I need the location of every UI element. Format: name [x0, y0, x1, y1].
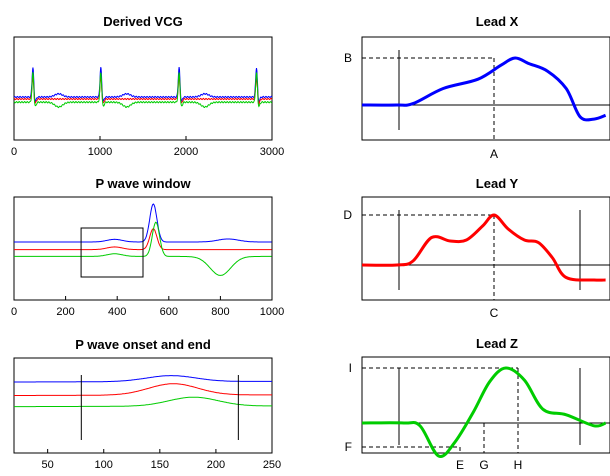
x-tick-label: 100 [95, 459, 113, 471]
leady-label-d: D [343, 208, 352, 222]
leadx-frame [361, 36, 610, 141]
x-tick-label: 200 [207, 459, 225, 471]
vcg-series-line [13, 72, 273, 109]
x-tick-label: 800 [211, 306, 229, 318]
leadx-label-a: A [490, 147, 498, 161]
p-window-box [80, 227, 144, 278]
pend-plot [14, 375, 272, 440]
x-tick-label: 2000 [174, 146, 198, 158]
pend-series-line [14, 383, 272, 396]
leadz-label-f: F [345, 440, 352, 454]
pend-title: P wave onset and end [75, 337, 211, 352]
leadz-curve [361, 366, 607, 458]
x-tick-label: 1000 [88, 146, 112, 158]
vcg-frame [13, 36, 273, 141]
leadz-label-g: G [479, 458, 488, 472]
leadz-label-h: H [514, 458, 523, 472]
pend-series-line [14, 375, 272, 383]
pwin-ticks: 0 200 400 600 800 1000 [11, 296, 284, 318]
leadx-title: Lead X [476, 14, 519, 29]
vcg-series-line [13, 75, 273, 105]
leadz-label-e: E [456, 458, 464, 472]
pwin-title: P wave window [95, 176, 191, 191]
leadz-title: Lead Z [476, 336, 518, 351]
pwin-plot [14, 203, 272, 278]
pend-series-line [14, 396, 272, 408]
leady-curve [361, 213, 606, 282]
leadx-label-b: B [344, 51, 352, 65]
x-tick-label: 1000 [260, 306, 284, 318]
vcg-plot [13, 67, 273, 109]
leadz-label-i: I [349, 361, 352, 375]
x-tick-label: 150 [151, 459, 169, 471]
leady-frame [361, 196, 610, 301]
x-tick-label: 400 [108, 306, 126, 318]
x-tick-label: 50 [42, 459, 54, 471]
x-tick-label: 250 [263, 459, 281, 471]
vcg-series-line [13, 67, 273, 103]
x-tick-label: 0 [11, 306, 17, 318]
vcg-title: Derived VCG [103, 14, 182, 29]
x-tick-label: 200 [56, 306, 74, 318]
leadz-frame [361, 356, 610, 454]
pwin-frame [13, 196, 273, 301]
leady-title: Lead Y [476, 176, 519, 191]
leady-label-c: C [490, 306, 499, 320]
x-tick-label: 3000 [260, 146, 284, 158]
vcg-ticks: 0 1000 2000 3000 [11, 136, 284, 158]
leadx-curve [361, 56, 607, 122]
x-tick-label: 600 [160, 306, 178, 318]
x-tick-label: 0 [11, 146, 17, 158]
pend-ticks: 50 100 150 200 250 [42, 449, 281, 471]
